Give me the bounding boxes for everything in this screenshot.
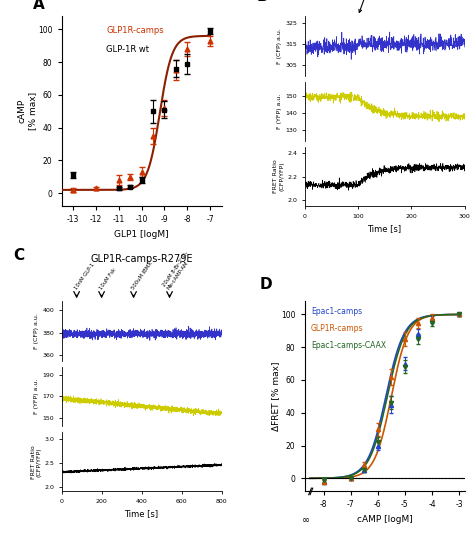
Text: B: B — [257, 0, 268, 4]
Y-axis label: cAMP
[% max]: cAMP [% max] — [18, 92, 36, 130]
X-axis label: Time [s]: Time [s] — [367, 225, 401, 233]
Text: A: A — [33, 0, 45, 12]
Y-axis label: F (YFP) a.u.: F (YFP) a.u. — [277, 93, 283, 129]
Text: GLP-1R wt: GLP-1R wt — [106, 45, 149, 53]
Text: $\infty$: $\infty$ — [301, 514, 310, 524]
Text: 10nM GLP-1: 10nM GLP-1 — [73, 262, 96, 291]
Text: Epac1-camps: Epac1-camps — [311, 307, 362, 316]
Text: 10uM Fsk: 10uM Fsk — [99, 267, 117, 291]
Text: C: C — [14, 248, 25, 263]
Text: 10nM GLP-1: 10nM GLP-1 — [347, 0, 390, 12]
X-axis label: GLP1 [logM]: GLP1 [logM] — [114, 230, 169, 239]
Text: GLP1R-camps: GLP1R-camps — [106, 26, 164, 35]
Y-axis label: F (CFP) a.u.: F (CFP) a.u. — [277, 28, 283, 64]
Y-axis label: ΔFRET [% max]: ΔFRET [% max] — [271, 362, 280, 431]
Text: GLP1R-camps: GLP1R-camps — [311, 324, 364, 333]
Text: D: D — [260, 277, 273, 292]
X-axis label: Time [s]: Time [s] — [125, 510, 159, 518]
Text: Epac1-camps-CAAX: Epac1-camps-CAAX — [311, 341, 386, 350]
Title: GLP1R-camps-R279E: GLP1R-camps-R279E — [91, 254, 193, 265]
Y-axis label: FRET Ratio
(CFP/YFP): FRET Ratio (CFP/YFP) — [273, 160, 284, 193]
Y-axis label: FRET Ratio
(CFP/YFP): FRET Ratio (CFP/YFP) — [30, 445, 41, 478]
Y-axis label: F (YFP) a.u.: F (YFP) a.u. — [35, 379, 39, 414]
Text: 500uM IBMX: 500uM IBMX — [130, 261, 154, 291]
X-axis label: cAMP [logM]: cAMP [logM] — [357, 515, 412, 524]
Text: 20uM 8-Br-2'-O-
Me-cAMP-AM: 20uM 8-Br-2'-O- Me-cAMP-AM — [162, 251, 194, 291]
Y-axis label: F (CFP) a.u.: F (CFP) a.u. — [35, 313, 39, 349]
